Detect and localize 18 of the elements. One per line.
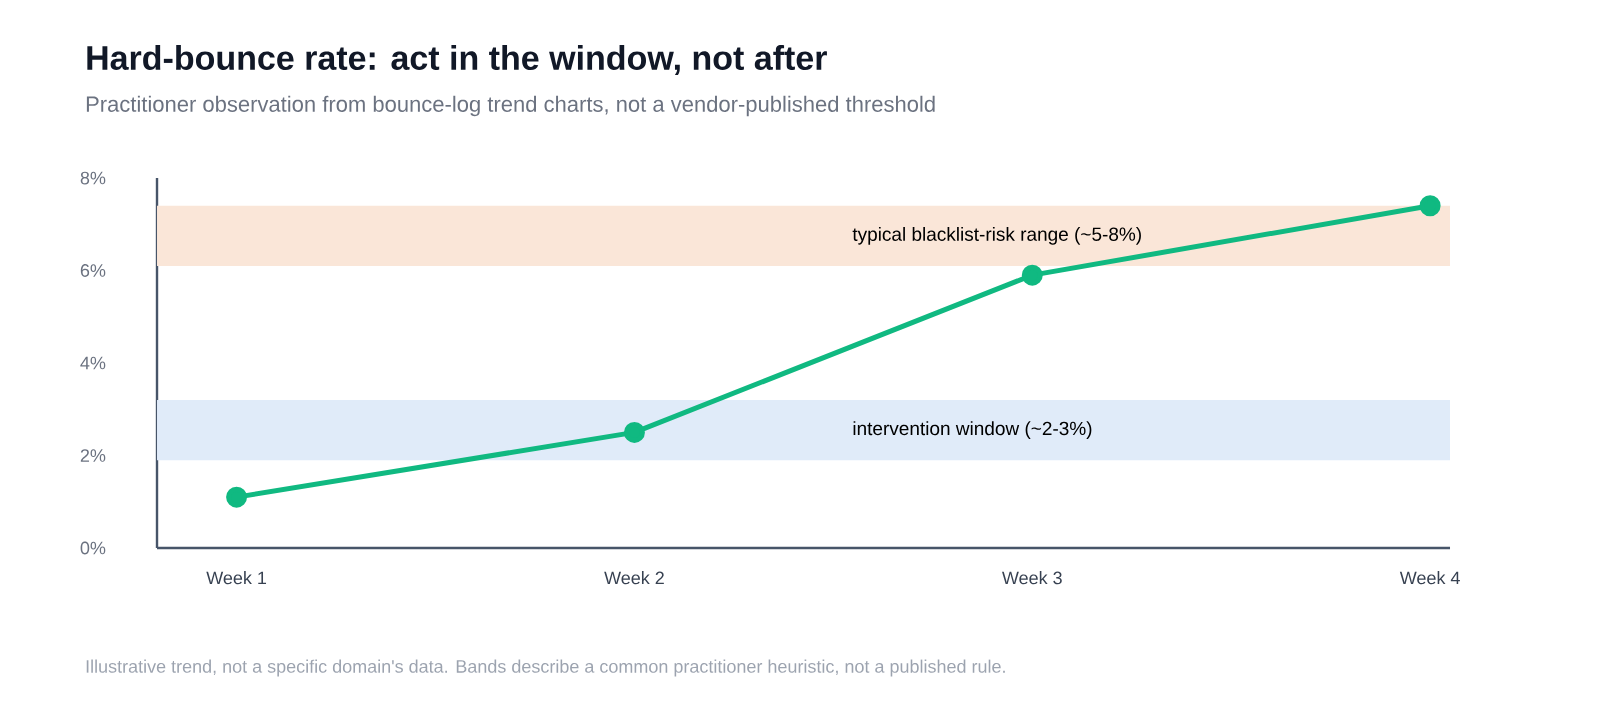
y-tick-label: 0% <box>80 541 106 555</box>
y-tick-label: 4% <box>80 356 106 370</box>
y-tick-label: 6% <box>80 264 106 277</box>
chart-title: Hard-bounce rate: act in the window, not after <box>87 45 827 75</box>
band-label: typical blacklist-risk range (~5-8%) <box>852 226 1141 245</box>
x-tick-label: Week 1 <box>206 571 267 585</box>
y-tick-label: 2% <box>80 449 106 462</box>
chart-subtitle: Practitioner observation from bounce-log trend charts, not a vendor-published threshold <box>86 95 935 117</box>
point <box>1021 264 1043 286</box>
x-tick-label: Week 2 <box>604 571 664 585</box>
point <box>1419 195 1441 217</box>
point <box>226 486 248 508</box>
x-tick-label: Week 3 <box>1002 571 1062 585</box>
text: Illustrative trend, not a specific domain's data. Bands describe a common practitioner heuristic, not a published rule. <box>86 659 1005 677</box>
x-tick-label: Week 4 <box>1399 571 1460 585</box>
point <box>623 421 645 443</box>
band-label: intervention window (~2-3%) <box>853 421 1092 439</box>
y-tick-label: 8% <box>80 171 106 185</box>
